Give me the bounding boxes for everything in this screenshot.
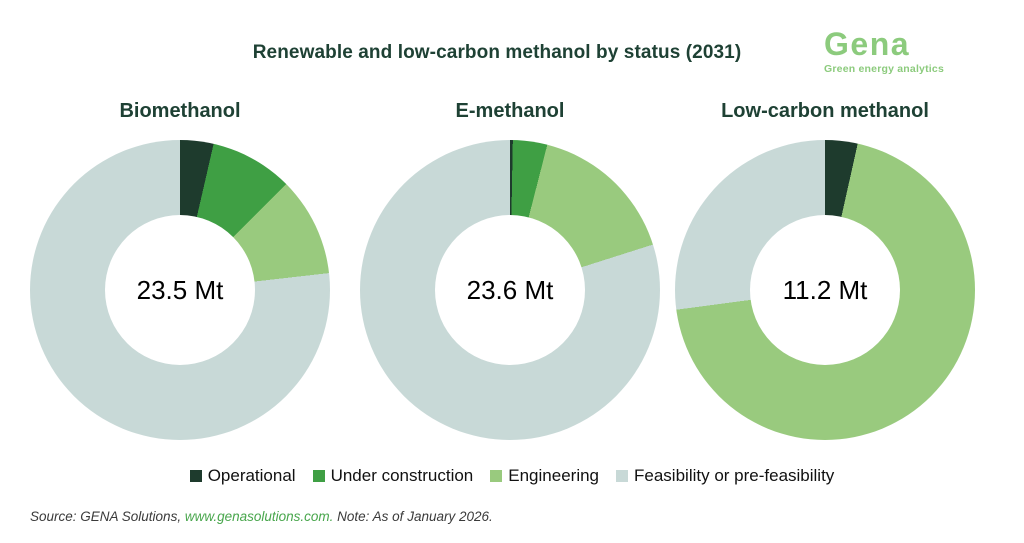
legend-item-operational: Operational [189, 466, 296, 486]
legend-swatch-operational [189, 470, 202, 482]
chart-title-lowcarbon: Low-carbon methanol [721, 100, 929, 122]
chart-lowcarbon: Low-carbon methanol 11.2 Mt [675, 100, 975, 440]
source-note: Source: GENA Solutions, www.genasolution… [30, 509, 493, 524]
donut-hole: 23.6 Mt [435, 215, 585, 365]
legend-swatch-engineering [490, 470, 503, 482]
source-prefix: Source: GENA Solutions, [30, 509, 185, 524]
donut-center-label-biomethanol: 23.5 Mt [136, 274, 224, 305]
donut-hole: 23.5 Mt [105, 215, 255, 365]
legend-item-feasibility: Feasibility or pre-feasibility [616, 466, 834, 486]
legend-label-engineering: Engineering [508, 466, 600, 485]
legend-label-operational: Operational [207, 466, 296, 485]
logo-tagline: Green energy analytics [824, 63, 944, 75]
donut-center-label-emethanol: 23.6 Mt [466, 274, 554, 305]
chart-emethanol: E-methanol 23.6 Mt [360, 100, 660, 440]
legend-item-engineering: Engineering [490, 466, 599, 486]
donut-emethanol: 23.6 Mt [360, 140, 660, 440]
page-title: Renewable and low-carbon methanol by sta… [252, 42, 742, 63]
legend-label-under-construction: Under construction [330, 466, 474, 485]
donut-hole: 11.2 Mt [750, 215, 900, 365]
gena-logo: Gena Green energy analytics [824, 28, 944, 75]
logo-wordmark: Gena [824, 26, 911, 62]
source-link[interactable]: www.genasolutions.com. [184, 509, 334, 524]
chart-title-biomethanol: Biomethanol [119, 100, 241, 122]
legend-label-feasibility: Feasibility or pre-feasibility [634, 466, 835, 485]
legend-item-under-construction: Under construction [312, 466, 474, 486]
donut-lowcarbon: 11.2 Mt [675, 140, 975, 440]
chart-title-emethanol: E-methanol [455, 100, 565, 122]
legend-swatch-feasibility [616, 470, 629, 482]
chart-biomethanol: Biomethanol 23.5 Mt [30, 100, 330, 440]
donut-center-label-lowcarbon: 11.2 Mt [782, 274, 868, 305]
legend: Operational Under construction Engineeri… [0, 466, 1024, 486]
source-suffix: Note: As of January 2026. [333, 509, 493, 524]
legend-swatch-under-construction [312, 470, 325, 482]
donut-biomethanol: 23.5 Mt [30, 140, 330, 440]
